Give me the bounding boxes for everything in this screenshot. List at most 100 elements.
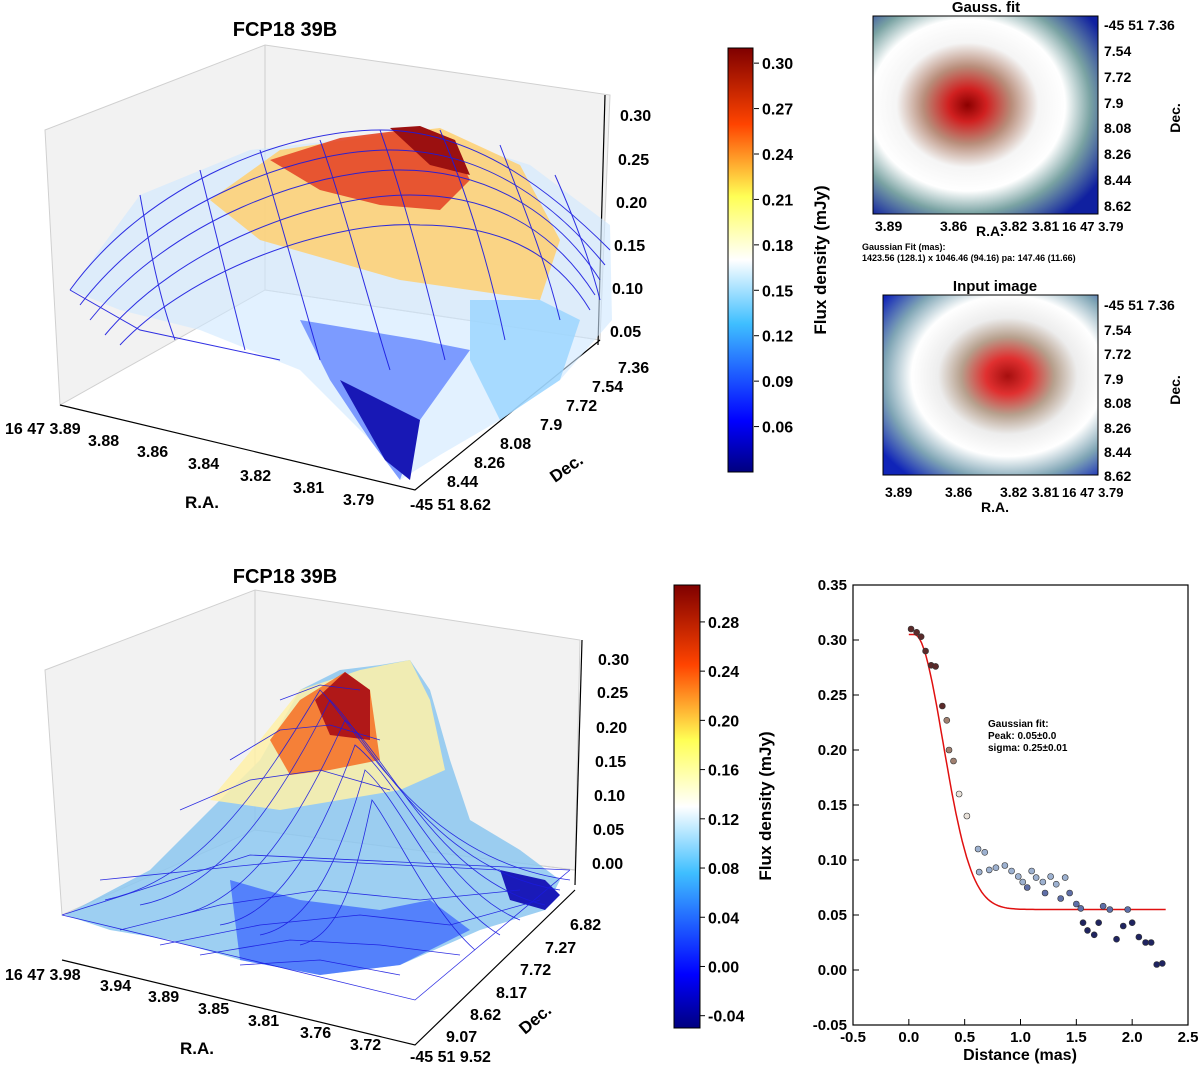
radial-legend-2: Peak: 0.05±0.0: [988, 731, 1057, 742]
top-z-tick: 0.15: [614, 238, 645, 255]
top-z-tick: 0.25: [618, 152, 649, 169]
gauss-y-tick: 7.9: [1104, 95, 1124, 111]
top-surface-mesh: [69, 126, 612, 480]
top-y-tick: 8.44: [447, 474, 478, 491]
gauss-fit-note-2: 1423.56 (128.1) x 1046.46 (94.16) pa: 14…: [862, 253, 1076, 263]
top-y-tick: 7.72: [566, 398, 597, 415]
radial-data-point: [1119, 922, 1127, 930]
bottom-surface-x-ticks: 16 47 3.98 3.94 3.89 3.85 3.81 3.76 3.72: [5, 967, 381, 1054]
gauss-fit-x-ticks: 3.89 3.86 3.82 3.81 16 47 3.79: [875, 218, 1123, 234]
input-x-tick: 3.86: [945, 484, 972, 500]
radial-data-point: [1041, 889, 1049, 897]
gauss-x-tick: 3.81: [1032, 218, 1059, 234]
top-x-tick: 3.79: [343, 492, 374, 509]
radial-y-tick-label: 0.05: [818, 907, 847, 924]
gauss-y-tick: 8.44: [1104, 172, 1131, 188]
radial-y-ticks: -0.05 0.00 0.05 0.10 0.15 0.20 0.25 0.30 0.35: [813, 577, 859, 1034]
bottom-y-tick: 7.72: [520, 962, 551, 979]
radial-data-point: [1032, 874, 1040, 881]
gauss-x-tick: 3.86: [940, 218, 967, 234]
radial-data-point: [963, 812, 971, 820]
radial-data-point: [945, 746, 953, 754]
colorbar-tick-label: 0.24: [708, 664, 739, 681]
bottom-x-tick: 3.81: [248, 1013, 279, 1030]
bottom-z-tick: 0.05: [593, 822, 624, 839]
top-x-tick: 3.84: [188, 456, 219, 473]
input-x-tick: 3.89: [885, 484, 912, 500]
radial-data-point: [1073, 900, 1080, 908]
gauss-y-tick: 8.62: [1104, 198, 1131, 214]
radial-data-point: [992, 864, 1000, 872]
radial-data-point: [1057, 895, 1064, 902]
radial-legend-1: Gaussian fit:: [988, 719, 1049, 730]
radial-data-point: [1077, 905, 1085, 912]
radial-x-tick-label: 0.5: [954, 1029, 975, 1046]
bottom-y-tick: 6.82: [570, 917, 601, 934]
radial-x-tick-label: 0.0: [898, 1029, 919, 1046]
input-image-y-ticks: -45 51 7.36 7.54 7.72 7.9 8.08 8.26 8.44…: [1104, 297, 1175, 484]
radial-y-tick-label: 0.35: [818, 577, 847, 594]
bottom-surface-xlabel: R.A.: [180, 1039, 214, 1058]
gauss-y-tick: -45 51 7.36: [1104, 17, 1175, 33]
radial-data-point: [1113, 935, 1120, 943]
gauss-y-tick: 7.72: [1104, 69, 1131, 85]
gauss-fit-ylabel: Dec.: [1167, 103, 1183, 133]
bottom-x-tick: 3.89: [148, 989, 179, 1006]
radial-x-tick-label: 2.5: [1178, 1029, 1199, 1046]
colorbar-tick-label: 0.20: [708, 713, 739, 730]
radial-x-tick-label: 2.0: [1122, 1029, 1143, 1046]
radial-data-point: [950, 757, 957, 765]
top-colorbar-label: Flux density (mJy): [811, 185, 830, 334]
radial-data-point: [1047, 873, 1054, 880]
input-x-tick: 3.81: [1032, 484, 1059, 500]
radial-y-tick-label: -0.05: [813, 1017, 847, 1034]
top-surface-ylabel: Dec.: [546, 450, 586, 486]
colorbar-tick-label: 0.15: [762, 283, 793, 300]
radial-y-tick-label: 0.20: [818, 742, 847, 759]
bottom-colorbar: 0.28 0.24 0.20 0.16 0.12 0.08 0.04 0.00 -0.04 Fl…: [673, 584, 775, 1029]
bottom-y-tick: 8.62: [470, 1007, 501, 1024]
bottom-surface-mesh: [61, 660, 571, 1001]
radial-data-point: [939, 702, 946, 710]
colorbar-tick-label: 0.28: [708, 615, 739, 632]
bottom-x-tick: 16 47 3.98: [5, 967, 81, 984]
top-z-tick: 0.20: [616, 195, 647, 212]
radial-data-point: [1066, 889, 1073, 897]
radial-data-point: [922, 647, 929, 655]
top-z-tick: 0.10: [612, 281, 643, 298]
colorbar-tick-label: 0.00: [708, 959, 739, 976]
input-y-tick: 7.72: [1104, 346, 1131, 362]
radial-data-point: [974, 845, 982, 853]
radial-data-points: [907, 625, 1166, 968]
input-image-image: [882, 294, 1099, 476]
colorbar-tick-label: 0.24: [762, 147, 793, 164]
radial-data-point: [1135, 933, 1143, 941]
radial-data-point: [981, 848, 989, 856]
radial-data-point: [907, 625, 915, 633]
top-y-tick: 7.9: [540, 417, 562, 434]
gauss-y-tick: 8.26: [1104, 146, 1131, 162]
radial-data-point: [943, 716, 951, 724]
bottom-z-tick: 0.00: [592, 856, 623, 873]
bottom-surface-floor: [61, 889, 576, 1046]
input-image-ylabel: Dec.: [1167, 375, 1183, 405]
bottom-z-tick: 0.15: [595, 754, 626, 771]
input-image-panel: Input image 3.89 3.86 3.82 3.81 16 47 3.…: [882, 278, 1183, 515]
colorbar-tick-label: 0.18: [762, 238, 793, 255]
bottom-y-tick: 8.17: [496, 985, 527, 1002]
radial-data-point: [1079, 919, 1087, 927]
radial-data-point: [955, 790, 963, 798]
input-image-x-ticks: 3.89 3.86 3.82 3.81 16 47 3.79: [885, 484, 1123, 500]
radial-data-point: [985, 866, 993, 874]
input-y-tick: 7.54: [1104, 322, 1131, 338]
radial-x-tick-label: 1.5: [1066, 1029, 1087, 1046]
bottom-surface-title: FCP18 39B: [233, 566, 338, 588]
top-colorbar-ticks: 0.30 0.27 0.24 0.21 0.18 0.15 0.12 0.09 0.06: [754, 56, 793, 437]
bottom-colorbar-bar: [673, 584, 701, 1029]
top-y-tick: 8.26: [474, 455, 505, 472]
top-surface-y-ticks: 7.36 7.54 7.72 7.9 8.08 8.26 8.44 -45 51…: [410, 360, 649, 514]
bottom-z-tick: 0.30: [598, 652, 629, 669]
radial-data-point: [1084, 927, 1091, 934]
colorbar-tick-label: 0.21: [762, 192, 793, 209]
radial-data-point: [913, 628, 920, 636]
